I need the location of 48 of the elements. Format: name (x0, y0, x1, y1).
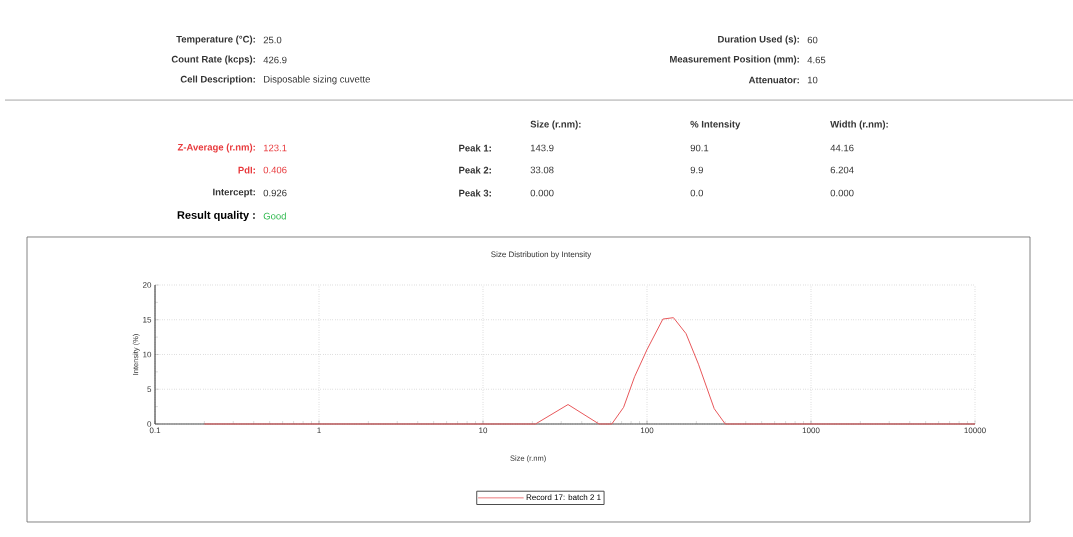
text: 9.9 (690, 166, 703, 174)
text: Peak 3: (459, 189, 491, 197)
text: 0.406 (263, 166, 287, 174)
y-tick-label: 15 (143, 316, 152, 323)
text: Good (263, 212, 286, 220)
chart-title: Size Distribution by Intensity (491, 251, 592, 259)
text: Peak 2: (459, 166, 491, 174)
text: 123.1 (263, 144, 287, 152)
x-tick-label: 1 (317, 427, 321, 434)
text: Result quality : (177, 210, 255, 222)
text: Measurement Position (mm): (670, 55, 799, 65)
text: 143.9 (530, 144, 554, 152)
text: 33.08 (530, 166, 554, 174)
x-tick-label: 10000 (964, 427, 986, 434)
text: Count Rate (kcps): (171, 55, 255, 65)
text: Temperature (°C): (176, 35, 255, 45)
text: 25.0 (263, 36, 282, 44)
text: 0.000 (530, 189, 554, 197)
text: Width (r.nm): (830, 120, 888, 130)
text: Attenuator: (748, 76, 799, 84)
text: 6.204 (830, 166, 854, 174)
y-tick-label: 10 (143, 351, 152, 358)
text: Size (r.nm): (530, 120, 581, 130)
text: % Intensity (690, 120, 741, 130)
text: 60 (807, 36, 818, 44)
text: 10 (807, 76, 818, 84)
text: PdI: (238, 166, 255, 174)
text: Cell Description: (180, 75, 255, 85)
text: Intercept: (213, 188, 255, 198)
x-tick-label: 100 (640, 427, 654, 434)
text: 426.9 (263, 56, 287, 64)
y-tick-label: 20 (142, 282, 152, 288)
text: 0.926 (263, 189, 287, 197)
text: Record 17: batch 2 1 (526, 494, 601, 501)
text: 44.16 (830, 144, 854, 152)
y-tick-label: 0 (147, 421, 152, 427)
x-tick-label: 0.1 (149, 427, 161, 434)
text: Z-Average (r.nm): (177, 143, 255, 153)
text: 90.1 (690, 144, 709, 152)
text: Disposable sizing cuvette (263, 75, 370, 85)
text: Peak 1: (459, 144, 491, 152)
x-tick-label: 1000 (802, 427, 820, 434)
text: 0.000 (830, 189, 854, 197)
y-tick-label: 5 (147, 386, 152, 393)
text: 4.65 (807, 56, 826, 64)
text: 0.0 (690, 189, 704, 197)
x-tick-label: 10 (479, 427, 488, 434)
text: Duration Used (s): (718, 35, 799, 45)
